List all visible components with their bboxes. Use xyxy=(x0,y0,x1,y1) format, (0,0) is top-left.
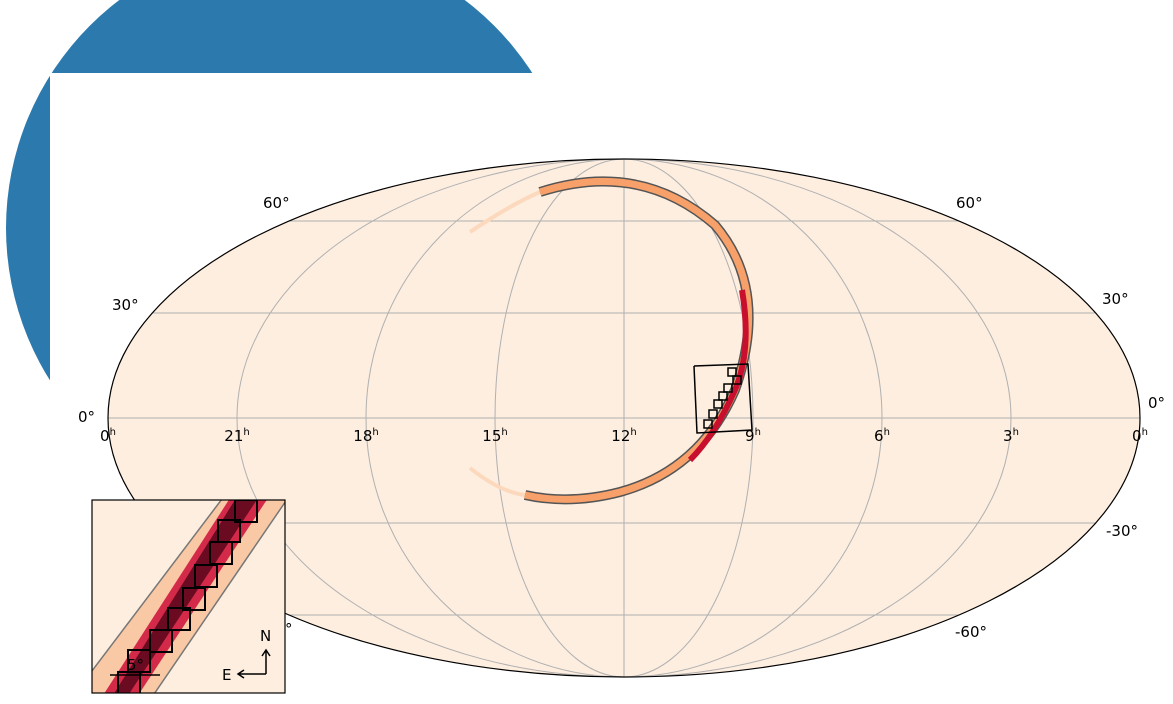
dec-label: 60° xyxy=(956,194,983,212)
dec-label: ° xyxy=(285,620,293,638)
ra-label: 18h xyxy=(353,427,378,445)
ra-unit: h xyxy=(372,427,378,438)
ra-hours: 18 xyxy=(353,427,372,445)
ra-label: 6h xyxy=(874,427,890,445)
ra-unit: h xyxy=(755,427,761,438)
ra-hours: 21 xyxy=(224,427,243,445)
ra-hours: 0 xyxy=(100,427,110,445)
ra-label: 15h xyxy=(482,427,507,445)
dec-label: -30° xyxy=(1106,522,1138,540)
ra-hours: 9 xyxy=(745,427,755,445)
ra-unit: h xyxy=(243,427,249,438)
ra-label: 0h xyxy=(100,427,116,445)
dec-label: 30° xyxy=(1102,290,1129,308)
ra-unit: h xyxy=(501,427,507,438)
dec-label: 0° xyxy=(78,408,95,426)
inset-east: E xyxy=(222,666,231,684)
localization-arc xyxy=(468,176,754,505)
ra-labels: 0h 21h 18h 15h 12h 9h 6h 3h 0h xyxy=(100,427,1148,445)
ra-unit: h xyxy=(1013,427,1019,438)
ra-hours: 6 xyxy=(874,427,884,445)
ra-label: 21h xyxy=(224,427,249,445)
dec-label: 60° xyxy=(263,194,290,212)
ra-unit: h xyxy=(630,427,636,438)
dec-label: 0° xyxy=(1148,394,1165,412)
ra-hours: 12 xyxy=(611,427,630,445)
ra-hours: 0 xyxy=(1132,427,1142,445)
dec-label: -60° xyxy=(955,623,987,641)
inset: 5° N E xyxy=(91,499,286,694)
sky-border xyxy=(107,158,1141,678)
ra-label: 0h xyxy=(1132,427,1148,445)
ra-label: 12h xyxy=(611,427,636,445)
ra-label: 3h xyxy=(1003,427,1019,445)
ra-label: 9h xyxy=(745,427,761,445)
ra-hours: 3 xyxy=(1003,427,1013,445)
ra-unit: h xyxy=(110,427,116,438)
dec-label: 30° xyxy=(112,296,139,314)
inset-scale: 5° xyxy=(127,656,144,674)
inset-north: N xyxy=(260,627,271,645)
ra-unit: h xyxy=(884,427,890,438)
ra-hours: 15 xyxy=(482,427,501,445)
ra-unit: h xyxy=(1142,427,1148,438)
